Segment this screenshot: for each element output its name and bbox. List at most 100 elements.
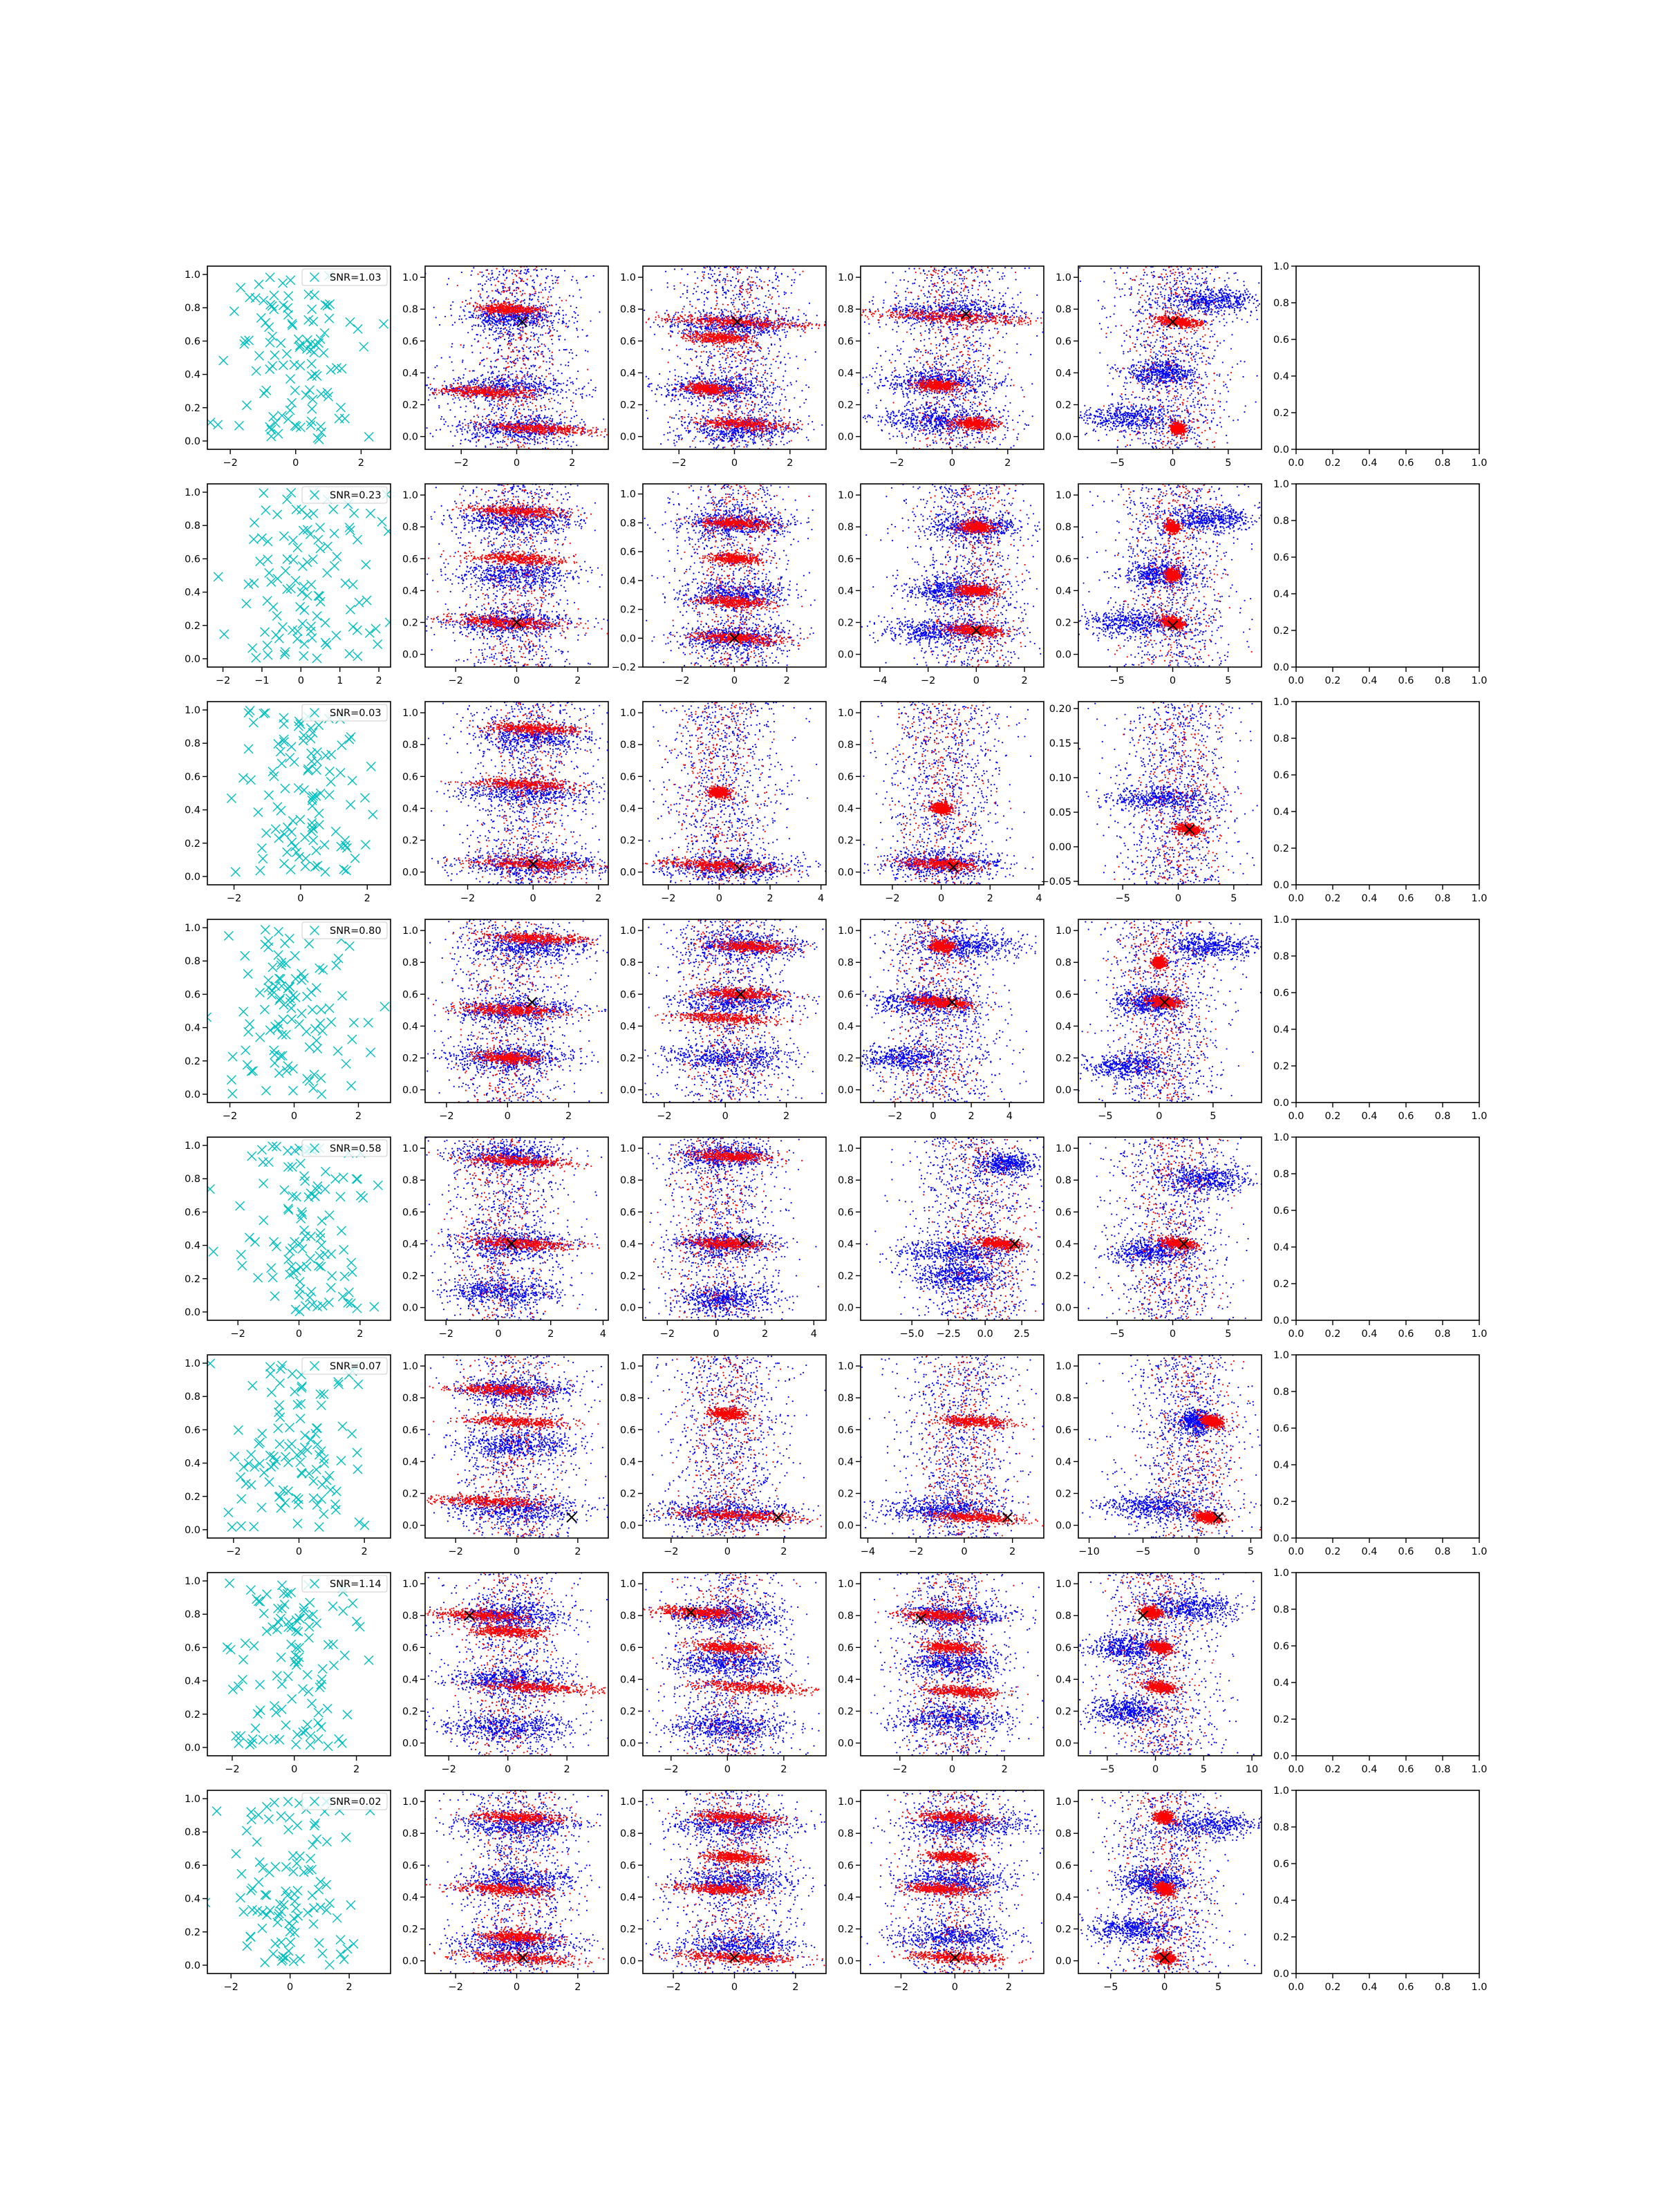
blue-point [549, 362, 550, 363]
blue-point [500, 293, 501, 294]
red-point [477, 274, 478, 275]
blue-point [738, 401, 740, 402]
blue-point [465, 406, 467, 407]
blue-point [577, 329, 578, 330]
blue-point [696, 355, 697, 357]
red-point [471, 391, 472, 392]
blue-point [575, 425, 577, 427]
blue-point [503, 418, 505, 420]
blue-point [761, 377, 762, 378]
red-point [527, 279, 528, 280]
red-point [532, 311, 534, 312]
blue-point [762, 374, 764, 375]
red-point [558, 435, 559, 437]
blue-point [805, 399, 807, 400]
blue-point [469, 384, 471, 386]
blue-point [485, 437, 487, 438]
blue-point [549, 291, 550, 292]
blue-point [774, 268, 775, 270]
blue-point [772, 287, 774, 288]
red-point [544, 319, 545, 320]
red-point [509, 344, 511, 346]
blue-point [500, 328, 501, 329]
blue-point [521, 418, 522, 420]
red-point [481, 393, 482, 394]
red-point [488, 395, 489, 396]
blue-point [460, 378, 461, 379]
blue-point [492, 442, 494, 444]
blue-point [747, 267, 748, 268]
blue-point [574, 416, 575, 418]
red-point [514, 347, 516, 348]
red-point [514, 274, 516, 275]
blue-point [482, 300, 483, 301]
blue-point [509, 357, 511, 358]
blue-point [462, 433, 463, 435]
blue-point [693, 293, 694, 294]
red-point [508, 348, 509, 349]
blue-point [510, 418, 512, 419]
blue-point [452, 324, 453, 326]
blue-point [552, 283, 554, 284]
red-point [473, 305, 474, 306]
blue-point [483, 379, 485, 380]
blue-point [485, 400, 486, 401]
blue-point [521, 415, 523, 416]
blue-point [459, 399, 460, 400]
blue-point [478, 407, 479, 409]
blue-point [458, 319, 460, 320]
blue-point [729, 350, 731, 351]
red-point [485, 307, 487, 308]
blue-point [718, 444, 719, 446]
red-point [498, 399, 500, 400]
blue-point [498, 315, 500, 317]
red-point [478, 387, 480, 388]
blue-point [510, 373, 512, 375]
blue-point [471, 270, 473, 272]
blue-point [489, 377, 490, 378]
y-tick-label: 0.8 [185, 303, 200, 314]
blue-point [499, 332, 500, 334]
blue-point [512, 269, 513, 270]
red-point [496, 427, 498, 428]
blue-point [741, 360, 742, 362]
y-tick-label: 0.4 [185, 370, 200, 381]
blue-point [762, 406, 763, 408]
red-point [496, 268, 497, 270]
blue-point [528, 419, 529, 420]
red-point [515, 424, 516, 426]
red-point [516, 307, 518, 308]
red-point [553, 431, 554, 432]
sample-x-marker [214, 420, 223, 429]
blue-point [554, 316, 555, 317]
red-point [556, 431, 558, 433]
blue-point [491, 399, 492, 400]
red-point [496, 393, 497, 395]
blue-point [509, 328, 511, 330]
blue-point [505, 297, 507, 299]
blue-point [491, 373, 492, 374]
blue-point [464, 429, 465, 430]
blue-point [581, 395, 583, 397]
red-point [502, 309, 503, 310]
red-point [525, 427, 527, 429]
blue-point [576, 280, 577, 281]
blue-point [541, 395, 542, 396]
blue-point [479, 432, 480, 433]
blue-point [491, 433, 492, 434]
red-point [518, 397, 520, 398]
red-point [487, 386, 488, 388]
blue-point [509, 292, 511, 294]
blue-point [482, 285, 483, 286]
blue-point [500, 441, 501, 442]
blue-point [713, 348, 715, 350]
blue-point [485, 431, 487, 432]
red-point [512, 312, 513, 313]
blue-point [515, 411, 516, 413]
red-point [485, 270, 487, 271]
blue-point [773, 415, 774, 416]
red-point [489, 421, 491, 422]
blue-point [724, 292, 725, 293]
blue-point [730, 356, 731, 357]
blue-point [426, 427, 427, 429]
